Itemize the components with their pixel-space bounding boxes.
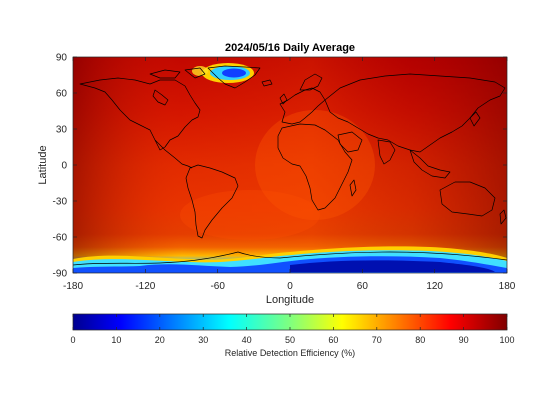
baffin-patch	[192, 66, 208, 76]
map-title: 2024/05/16 Daily Average	[225, 42, 355, 54]
y-tick-label: 0	[61, 161, 67, 172]
x-axis-ticks: -180 -120 -60 0 60 120 180	[63, 57, 516, 292]
colorbar-tick-label: 70	[372, 335, 382, 345]
coast-southeast-asia	[409, 149, 451, 179]
antarctica-dark-blue-core	[290, 260, 495, 272]
coast-antarctica	[73, 251, 507, 266]
y-tick-label: 90	[56, 53, 68, 64]
coast-scandinavia	[299, 73, 323, 91]
colorbar-tick-label: 0	[70, 335, 75, 345]
y-axis-ticks: 90 60 30 0 -30 -60 -90	[53, 53, 507, 280]
coast-south-america	[185, 164, 239, 239]
x-tick-label: 120	[426, 281, 443, 292]
coast-uk	[279, 93, 288, 105]
coast-asia	[324, 73, 506, 153]
y-axis-label: Latitude	[37, 145, 49, 184]
greenland-blue-patch	[222, 68, 246, 78]
colorbar-tick-label: 90	[459, 335, 469, 345]
y-tick-label: 60	[56, 89, 68, 100]
colorbar-tick-label: 100	[499, 335, 514, 345]
coast-australia	[439, 181, 496, 217]
x-tick-label: -180	[63, 281, 83, 292]
colorbar-ticks: 0 10 20 30 40 50 60 70 80 90 100	[70, 314, 515, 345]
coastlines	[73, 65, 507, 266]
colorbar-label: Relative Detection Efficiency (%)	[225, 348, 355, 358]
coast-north-america	[79, 77, 201, 151]
y-tick-label: -30	[53, 197, 68, 208]
coast-madagascar	[349, 179, 357, 197]
x-tick-label: -120	[135, 281, 155, 292]
africa-bright-region	[255, 110, 375, 220]
coast-arctic-islands	[149, 67, 206, 79]
map-field	[73, 57, 507, 273]
colorbar-tick-label: 50	[285, 335, 295, 345]
coast-japan	[469, 111, 481, 127]
y-tick-label: -90	[53, 269, 68, 280]
south-atlantic-bright-region	[180, 190, 320, 240]
coast-hudson-bay	[152, 89, 169, 106]
colorbar-tick-label: 20	[155, 335, 165, 345]
x-tick-label: 0	[287, 281, 293, 292]
colorbar-tick-label: 80	[415, 335, 425, 345]
x-tick-label: 180	[499, 281, 516, 292]
x-tick-label: -60	[210, 281, 225, 292]
x-tick-label: 60	[357, 281, 369, 292]
coast-india	[377, 139, 396, 165]
coast-africa	[277, 123, 353, 211]
colorbar-tick-label: 60	[328, 335, 338, 345]
colorbar-tick-label: 40	[242, 335, 252, 345]
coast-greenland	[207, 65, 261, 89]
colorbar-tick-label: 10	[111, 335, 121, 345]
colorbar-tick-label: 30	[198, 335, 208, 345]
coast-arabia	[337, 131, 363, 153]
coast-new-zealand	[499, 209, 507, 225]
y-tick-label: -60	[53, 233, 68, 244]
coast-central-america	[154, 139, 193, 169]
coast-iceland	[261, 79, 273, 87]
longitudinal-shading	[73, 57, 507, 273]
y-tick-label: 30	[56, 125, 68, 136]
x-axis-label: Longitude	[266, 294, 314, 306]
